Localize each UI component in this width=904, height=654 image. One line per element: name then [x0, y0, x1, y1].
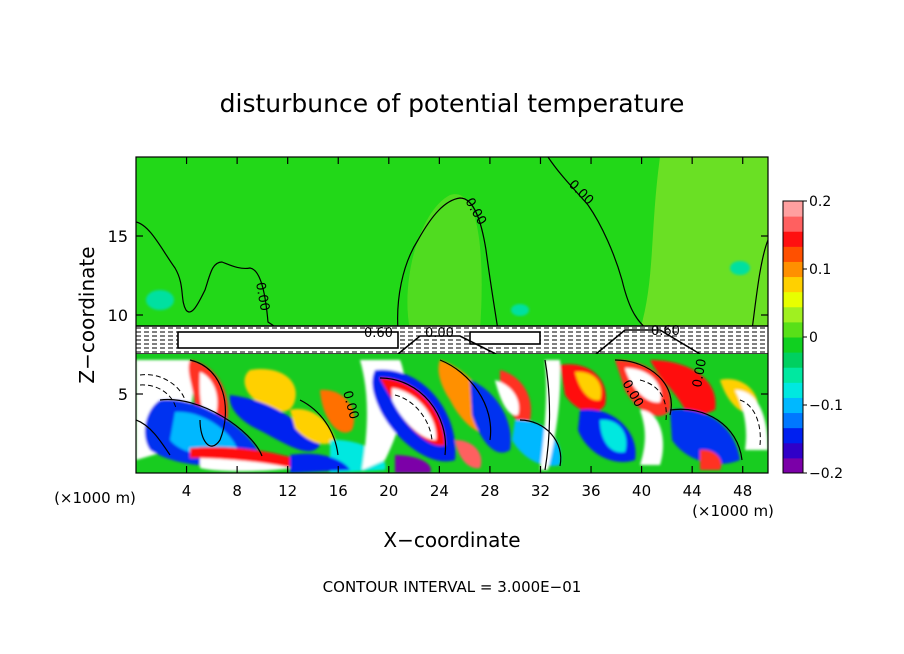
- colorbar-swatch: [783, 231, 803, 247]
- colorbar-swatch: [783, 412, 803, 429]
- plot-area: [136, 157, 768, 473]
- colorbar-swatch: [783, 216, 803, 232]
- contour-interval-note: CONTOUR INTERVAL = 3.000E−01: [323, 578, 582, 596]
- colorbar-swatch: [783, 427, 803, 444]
- lower-swirls: [136, 360, 768, 473]
- x-tick-label: 28: [480, 482, 499, 500]
- colorbar-swatch: [783, 321, 803, 338]
- colorbar-swatch: [783, 457, 803, 474]
- y-axis-label: Z−coordinate: [75, 246, 99, 383]
- contour-zero: [136, 221, 281, 331]
- contour-label: 0.00: [339, 389, 361, 421]
- colorbar-tick-label: −0.2: [809, 466, 843, 482]
- upper-light-region: [640, 157, 768, 330]
- colorbar-tick-label: 0.1: [809, 262, 831, 278]
- x-tick-label: 24: [430, 482, 449, 500]
- colorbar: 0.2 0.1 0 −0.1 −0.2: [782, 194, 843, 482]
- x-axis-label: X−coordinate: [383, 528, 520, 552]
- lower-dashed-contours: [139, 374, 761, 446]
- colorbar-tick-label: 0.2: [809, 194, 831, 210]
- colorbar-tick-label: −0.1: [809, 398, 843, 414]
- colorbar-swatch: [783, 442, 803, 459]
- x-tick-label: 40: [632, 482, 651, 500]
- x-tick-label: 32: [531, 482, 550, 500]
- contour-label: 0.00: [690, 358, 710, 389]
- x-unit-right: (×1000 m): [692, 502, 774, 520]
- colorbar-swatch: [783, 261, 803, 278]
- colorbar-tick-label: 0: [809, 330, 818, 346]
- y-tick-label: 10: [108, 306, 128, 325]
- x-tick-label: 44: [683, 482, 702, 500]
- upper-cyan-patch: [730, 261, 750, 275]
- colorbar-swatch: [783, 246, 803, 262]
- y-axis: 5 10 15: [108, 227, 768, 404]
- upper-cyan-patch: [146, 290, 174, 310]
- upper-light-region: [407, 194, 482, 330]
- x-unit-left: (×1000 m): [54, 489, 136, 507]
- colorbar-swatch: [783, 306, 803, 323]
- y-tick-label: 15: [108, 227, 128, 246]
- x-tick-label: 36: [581, 482, 600, 500]
- contour-label: 0.60: [651, 324, 680, 339]
- colorbar-swatch: [783, 352, 803, 368]
- upper-cyan-patch: [511, 304, 529, 316]
- x-axis: 4 8 12 16 20 24 28 32 36 40 44 48: [182, 157, 752, 500]
- contour-label: 0.00: [252, 281, 272, 312]
- contour-zero: [397, 197, 499, 331]
- lower-contours: [136, 359, 743, 471]
- x-tick-label: 4: [182, 482, 192, 500]
- x-tick-label: 48: [733, 482, 752, 500]
- x-tick-label: 16: [329, 482, 348, 500]
- colorbar-swatch: [783, 201, 803, 217]
- contour-label: 0.60: [364, 326, 393, 341]
- y-tick-label: 5: [118, 385, 128, 404]
- x-tick-label: 20: [379, 482, 398, 500]
- colorbar-swatch: [783, 367, 803, 383]
- colorbar-swatch: [783, 337, 803, 353]
- colorbar-swatch: [783, 291, 803, 308]
- colorbar-swatch: [783, 382, 803, 398]
- x-tick-label: 8: [232, 482, 242, 500]
- contour-label: 0.00: [425, 326, 454, 341]
- colorbar-swatch: [783, 276, 803, 293]
- chart-title: disturbunce of potential temperature: [220, 89, 685, 118]
- colorbar-swatch: [783, 397, 803, 414]
- x-tick-label: 12: [278, 482, 297, 500]
- contour-zero: [751, 239, 768, 331]
- contour-zero: [547, 157, 649, 331]
